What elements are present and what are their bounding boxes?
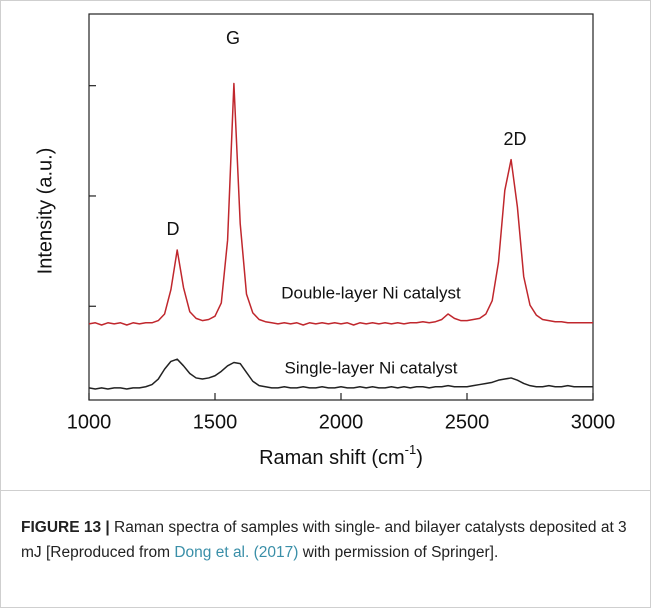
- x-tick-label: 2500: [445, 411, 490, 433]
- chart: Intensity (a.u.) Raman shift (cm-1) D G …: [34, 13, 616, 469]
- series-annotation: Double-layer Ni catalyst: [281, 283, 461, 302]
- x-tick-label: 2000: [319, 411, 364, 433]
- x-axis-label-end: ): [416, 447, 423, 469]
- peak-label: D: [167, 219, 180, 239]
- peak-label: 2D: [503, 129, 526, 149]
- x-axis-label-text: Raman shift (cm: [259, 447, 405, 469]
- caption-text: with permission of Springer].: [298, 544, 499, 561]
- caption: FIGURE 13 | Raman spectra of samples wit…: [1, 490, 650, 565]
- caption-text: Raman spectra of samples with single- an…: [21, 519, 627, 561]
- y-axis-label: Intensity (a.u.): [34, 148, 56, 275]
- caption-label: FIGURE 13 |: [21, 519, 110, 536]
- peak-label: G: [226, 28, 240, 48]
- spectrum-line: [88, 358, 593, 390]
- spectrum-line: [88, 82, 593, 326]
- x-axis-label: Raman shift (cm-1): [259, 442, 423, 469]
- x-tick-label: 1500: [193, 411, 238, 433]
- series-annotation: Single-layer Ni catalyst: [285, 358, 458, 377]
- x-axis-label-sup: -1: [405, 442, 417, 457]
- x-tick-label: 1000: [67, 411, 112, 433]
- caption-link[interactable]: Dong et al. (2017): [174, 544, 299, 561]
- x-tick-label: 3000: [571, 411, 616, 433]
